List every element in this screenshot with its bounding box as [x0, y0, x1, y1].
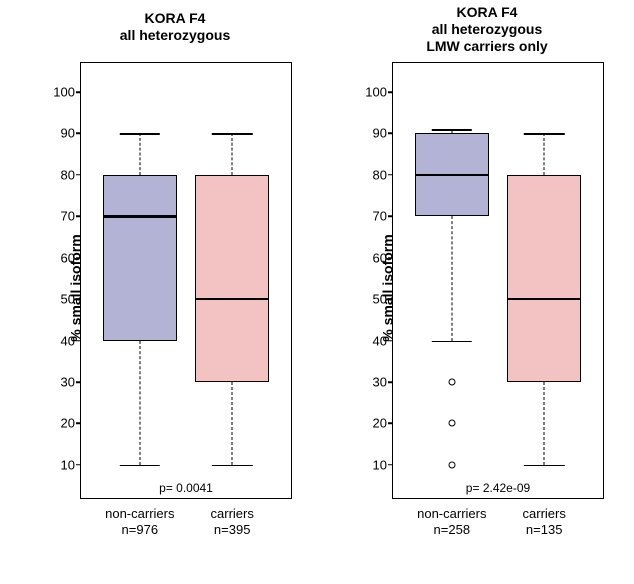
- plot-area: 102030405060708090100p= 0.0041non-carrie…: [80, 62, 292, 499]
- y-tick: [388, 381, 393, 383]
- y-tick-label: 80: [373, 167, 387, 182]
- whisker-cap: [120, 133, 160, 135]
- boxplot-median: [103, 215, 177, 218]
- y-tick: [388, 464, 393, 466]
- boxplot-outlier: [448, 461, 455, 468]
- y-tick: [76, 381, 81, 383]
- y-axis-label: % small isoform: [380, 234, 396, 341]
- y-tick: [76, 423, 81, 425]
- whisker-line: [544, 133, 545, 174]
- boxplot-outlier: [448, 379, 455, 386]
- x-category-label: carriers n=395: [175, 506, 289, 539]
- y-tick: [76, 216, 81, 218]
- whisker-cap: [524, 133, 564, 135]
- whisker-cap: [120, 465, 160, 467]
- y-tick: [76, 133, 81, 135]
- panel-title: KORA F4 all heterozygous: [55, 10, 295, 44]
- y-tick-label: 30: [61, 375, 75, 390]
- y-tick: [76, 91, 81, 93]
- whisker-line: [139, 133, 140, 174]
- y-tick-label: 100: [53, 85, 75, 100]
- y-tick: [76, 174, 81, 176]
- y-tick-label: 20: [61, 416, 75, 431]
- boxplot-box: [507, 175, 581, 382]
- whisker-cap: [432, 129, 472, 131]
- whisker-cap: [212, 465, 252, 467]
- whisker-line: [232, 133, 233, 174]
- y-axis-label: % small isoform: [68, 234, 84, 341]
- y-tick: [388, 174, 393, 176]
- x-category-label: carriers n=135: [487, 506, 601, 539]
- boxplot-outlier: [448, 420, 455, 427]
- y-tick-label: 90: [373, 126, 387, 141]
- y-tick-label: 10: [61, 457, 75, 472]
- y-tick-label: 70: [61, 209, 75, 224]
- y-tick: [388, 216, 393, 218]
- y-tick-label: 80: [61, 167, 75, 182]
- boxplot-median: [415, 174, 489, 177]
- y-tick: [76, 464, 81, 466]
- figure-container: KORA F4 all heterozygous 1020304050607080…: [0, 0, 634, 584]
- boxplot-box: [103, 175, 177, 341]
- y-tick-label: 100: [365, 85, 387, 100]
- boxplot-median: [195, 298, 269, 301]
- y-tick-label: 70: [373, 209, 387, 224]
- y-tick-label: 30: [373, 375, 387, 390]
- y-tick: [388, 423, 393, 425]
- whisker-line: [139, 341, 140, 465]
- whisker-line: [232, 382, 233, 465]
- y-tick-label: 20: [373, 416, 387, 431]
- panel-title: KORA F4 all heterozygous LMW carriers on…: [367, 4, 607, 54]
- y-tick: [388, 133, 393, 135]
- boxplot-box: [195, 175, 269, 382]
- whisker-line: [451, 216, 452, 340]
- p-value-label: p= 0.0041: [81, 481, 291, 495]
- boxplot-median: [507, 298, 581, 301]
- y-tick-label: 90: [61, 126, 75, 141]
- whisker-cap: [212, 133, 252, 135]
- p-value-label: p= 2.42e-09: [393, 481, 603, 495]
- y-tick: [388, 91, 393, 93]
- plot-area: 102030405060708090100p= 2.42e-09non-carr…: [392, 62, 604, 499]
- whisker-cap: [524, 465, 564, 467]
- y-tick-label: 10: [373, 457, 387, 472]
- whisker-line: [544, 382, 545, 465]
- whisker-cap: [432, 341, 472, 343]
